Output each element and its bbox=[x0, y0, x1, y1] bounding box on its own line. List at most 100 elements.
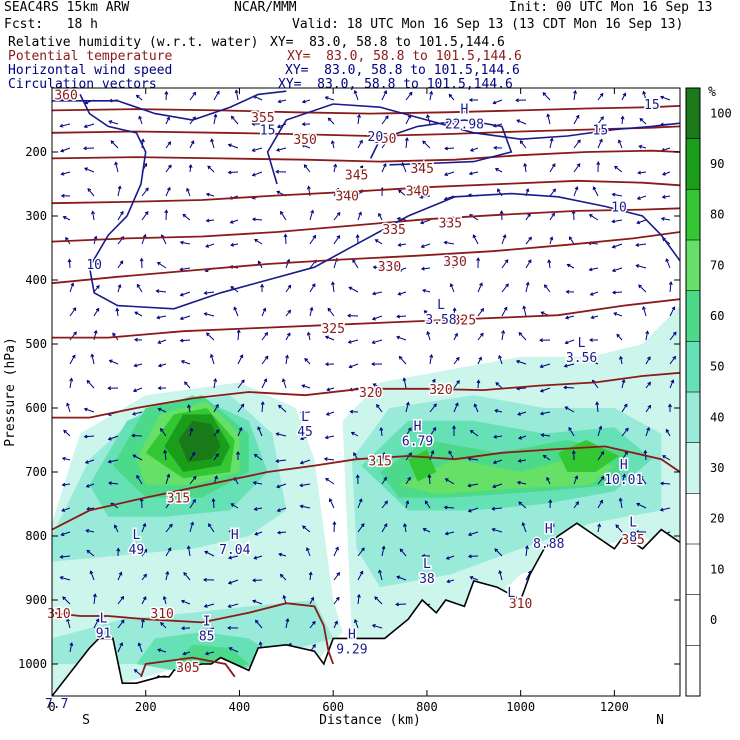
vector-head-33 bbox=[96, 284, 100, 289]
vector-head-161 bbox=[209, 353, 214, 358]
vector-head-83 bbox=[136, 283, 141, 288]
vector-head-507 bbox=[547, 259, 552, 264]
vector-111 bbox=[158, 363, 167, 367]
vector-41 bbox=[86, 483, 95, 488]
vector-325 bbox=[381, 90, 387, 101]
vector-431 bbox=[472, 234, 479, 245]
vector-262 bbox=[302, 384, 311, 389]
vector-52 bbox=[110, 140, 119, 149]
vector-625 bbox=[660, 96, 671, 101]
colorbar-band-70 bbox=[686, 240, 700, 291]
vector-120 bbox=[165, 571, 169, 581]
vector-head-377 bbox=[422, 140, 427, 145]
vector-head-531 bbox=[568, 236, 573, 241]
vector-head-328 bbox=[382, 163, 387, 167]
vector-head-443 bbox=[467, 532, 472, 537]
vector-123 bbox=[157, 649, 167, 653]
vector-head-13 bbox=[66, 402, 70, 407]
vector-head-139 bbox=[189, 427, 194, 432]
vector-head-406 bbox=[443, 240, 448, 245]
vector-head-88 bbox=[131, 411, 136, 416]
theta-label-5: 315 bbox=[368, 454, 391, 469]
vector-head-357 bbox=[398, 267, 403, 272]
extremum-kind-0: H bbox=[461, 103, 469, 118]
vector-head-343 bbox=[383, 523, 388, 527]
x-axis-end-right: N bbox=[656, 713, 664, 728]
vector-58 bbox=[117, 284, 121, 293]
vector-380 bbox=[420, 219, 431, 224]
vector-head-163 bbox=[215, 403, 219, 408]
vector-428 bbox=[469, 171, 479, 175]
y-tick-label-700: 700 bbox=[25, 465, 47, 479]
vector-head-555 bbox=[588, 214, 593, 218]
vector-580 bbox=[612, 219, 623, 223]
vector-head-223 bbox=[258, 641, 263, 646]
vector-head-272 bbox=[312, 620, 316, 625]
vector-127 bbox=[189, 140, 195, 149]
vector-head-454 bbox=[497, 188, 501, 193]
relative-humidity-shading bbox=[52, 305, 680, 690]
vector-176 bbox=[231, 116, 239, 125]
vector-head-367 bbox=[405, 500, 410, 505]
vector-357 bbox=[399, 267, 407, 271]
vector-289 bbox=[325, 435, 335, 439]
theta-label-16: 340 bbox=[406, 184, 429, 199]
vector-340 bbox=[381, 452, 385, 461]
vector-567 bbox=[597, 500, 603, 509]
vector-305 bbox=[357, 212, 362, 221]
vector-143 bbox=[189, 522, 194, 533]
vector-head-463 bbox=[494, 408, 499, 413]
vector-head-211 bbox=[264, 355, 269, 360]
vector-247 bbox=[285, 618, 289, 629]
vector-head-516 bbox=[546, 476, 550, 481]
vector-head-491 bbox=[516, 480, 521, 485]
vector-head-394 bbox=[421, 553, 426, 558]
vector-head-18 bbox=[60, 532, 65, 537]
vector-633 bbox=[669, 282, 672, 293]
vector-head-345 bbox=[378, 569, 382, 574]
vector-head-459 bbox=[503, 306, 508, 311]
vector-head-536 bbox=[563, 363, 568, 368]
vector-76 bbox=[138, 116, 143, 125]
vector-535 bbox=[565, 339, 575, 344]
vector-367 bbox=[405, 500, 409, 509]
theta-label-9: 325 bbox=[321, 322, 344, 337]
vector-320 bbox=[357, 571, 364, 581]
vector-head-165 bbox=[215, 453, 219, 457]
vector-head-576 bbox=[620, 115, 625, 120]
vector-159 bbox=[204, 313, 215, 317]
vector-head-66 bbox=[108, 481, 112, 486]
vector-head-585 bbox=[616, 333, 621, 338]
vector-300 bbox=[354, 90, 359, 101]
vector-275 bbox=[325, 96, 335, 101]
vector-head-290 bbox=[323, 457, 328, 462]
vector-360 bbox=[396, 336, 407, 341]
vector-head-580 bbox=[611, 219, 616, 224]
vector-head-129 bbox=[186, 187, 190, 192]
vector-244 bbox=[278, 553, 287, 557]
theta-label-12: 330 bbox=[443, 255, 466, 270]
vector-86 bbox=[134, 363, 143, 367]
vector-head-602 bbox=[638, 144, 643, 149]
wind-label-4: 15 bbox=[644, 98, 660, 113]
vector-130 bbox=[182, 214, 191, 221]
vector-184 bbox=[233, 307, 239, 317]
vector-408 bbox=[450, 283, 455, 293]
vector-head-171 bbox=[203, 604, 208, 608]
vector-317 bbox=[357, 498, 362, 509]
extremum-kind-13: H bbox=[348, 627, 356, 642]
x-tick-label-800: 800 bbox=[416, 700, 438, 714]
vector-head-258 bbox=[311, 283, 316, 288]
vector-109 bbox=[156, 315, 167, 319]
vector-370 bbox=[396, 576, 407, 581]
vector-head-365 bbox=[408, 452, 413, 457]
vector-214 bbox=[257, 426, 263, 437]
vector-head-417 bbox=[443, 505, 448, 510]
vector-140 bbox=[189, 452, 196, 461]
vector-486 bbox=[516, 360, 527, 365]
vector-head-311 bbox=[348, 364, 353, 369]
y-tick-label-600: 600 bbox=[25, 401, 47, 415]
vector-395 bbox=[421, 579, 431, 583]
vector-232 bbox=[285, 259, 290, 269]
vector-head-611 bbox=[647, 356, 651, 361]
